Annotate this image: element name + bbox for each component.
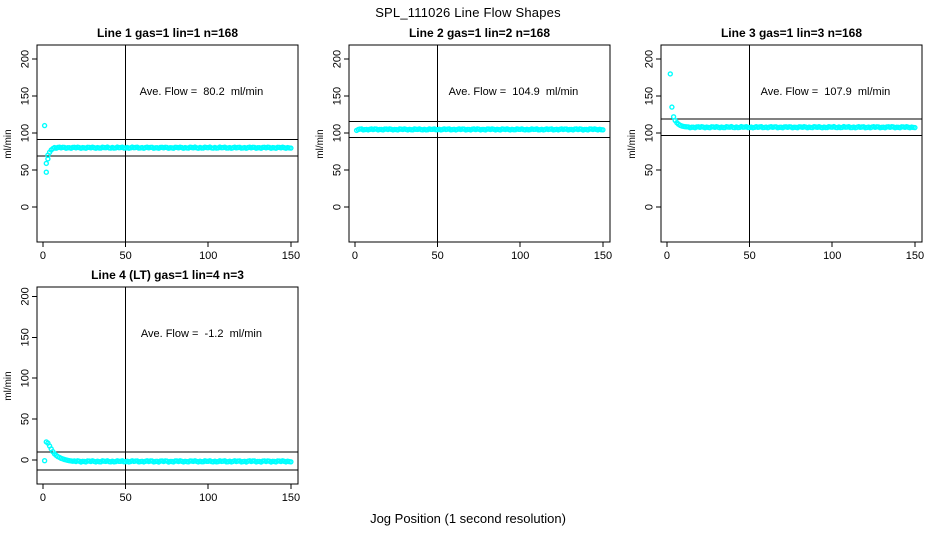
data-point [667, 71, 673, 77]
subplot-4-title: Line 4 (LT) gas=1 lin=4 n=3 [91, 268, 244, 282]
x-tick-label: 0 [40, 250, 46, 262]
x-tick-label: 100 [823, 250, 841, 262]
subplot-2-y-axis-label: ml/min [315, 128, 326, 159]
plot-box [36, 286, 299, 485]
x-tick-label: 50 [119, 250, 131, 262]
y-tick-label: 150 [20, 87, 32, 105]
y-tick-label: 0 [20, 204, 32, 210]
subplot-3-title: Line 3 gas=1 lin=3 n=168 [720, 26, 863, 40]
plot-box [36, 44, 299, 243]
data-point [669, 104, 675, 110]
x-tick-label: 150 [906, 250, 924, 262]
subplot-1-y-axis-label: ml/min [3, 128, 14, 159]
subplot-3-y-axis-label: ml/min [627, 128, 638, 159]
subplot-1-ave-flow-annotation: Ave. Flow = 80.2 ml/min [139, 86, 264, 99]
data-point [41, 458, 48, 464]
y-tick-label: 0 [20, 457, 32, 463]
x-tick-label: 150 [282, 250, 300, 262]
x-tick-label: 100 [199, 492, 217, 504]
x-tick-label: 100 [199, 250, 217, 262]
x-axis-title: Jog Position (1 second resolution) [370, 511, 566, 526]
plot-box [660, 44, 923, 243]
y-tick-label: 200 [644, 50, 656, 68]
y-tick-label: 50 [20, 413, 32, 425]
data-point [43, 160, 49, 167]
x-tick-label: 150 [282, 492, 300, 504]
y-tick-label: 0 [644, 204, 656, 210]
data-point [43, 169, 49, 175]
y-tick-label: 100 [20, 124, 32, 142]
subplot-2-ave-flow-annotation: Ave. Flow = 104.9 ml/min [448, 86, 579, 99]
subplot-1-title: Line 1 gas=1 lin=1 n=168 [96, 26, 239, 40]
x-tick-label: 0 [352, 250, 358, 262]
y-tick-label: 150 [332, 87, 344, 105]
data-point [912, 124, 918, 131]
subplot-4-y-axis-label: ml/min [3, 370, 14, 401]
y-tick-label: 150 [644, 87, 656, 105]
y-tick-label: 200 [20, 287, 32, 305]
data-point [288, 459, 294, 465]
subplot-3-ave-flow-annotation: Ave. Flow = 107.9 ml/min [760, 86, 891, 99]
y-tick-label: 50 [20, 164, 32, 176]
y-tick-label: 100 [644, 124, 656, 142]
page-title: SPL_111026 Line Flow Shapes [375, 5, 561, 20]
x-tick-label: 0 [664, 250, 670, 262]
y-tick-label: 0 [332, 204, 344, 210]
y-tick-label: 150 [20, 328, 32, 346]
y-tick-label: 200 [20, 50, 32, 68]
y-tick-label: 200 [332, 50, 344, 68]
y-tick-label: 100 [20, 369, 32, 387]
x-tick-label: 50 [743, 250, 755, 262]
y-tick-label: 50 [644, 164, 656, 176]
x-tick-label: 50 [431, 250, 443, 262]
y-tick-label: 50 [332, 164, 344, 176]
subplot-2-title: Line 2 gas=1 lin=2 n=168 [408, 26, 551, 40]
data-point [288, 145, 294, 151]
y-tick-label: 100 [332, 124, 344, 142]
x-tick-label: 0 [40, 492, 46, 504]
x-tick-label: 50 [119, 492, 131, 504]
data-point [600, 127, 606, 133]
subplot-4-ave-flow-annotation: Ave. Flow = -1.2 ml/min [140, 328, 262, 341]
x-tick-label: 100 [511, 250, 529, 262]
plot-box [348, 44, 611, 243]
data-point [41, 122, 48, 129]
x-tick-label: 150 [594, 250, 612, 262]
